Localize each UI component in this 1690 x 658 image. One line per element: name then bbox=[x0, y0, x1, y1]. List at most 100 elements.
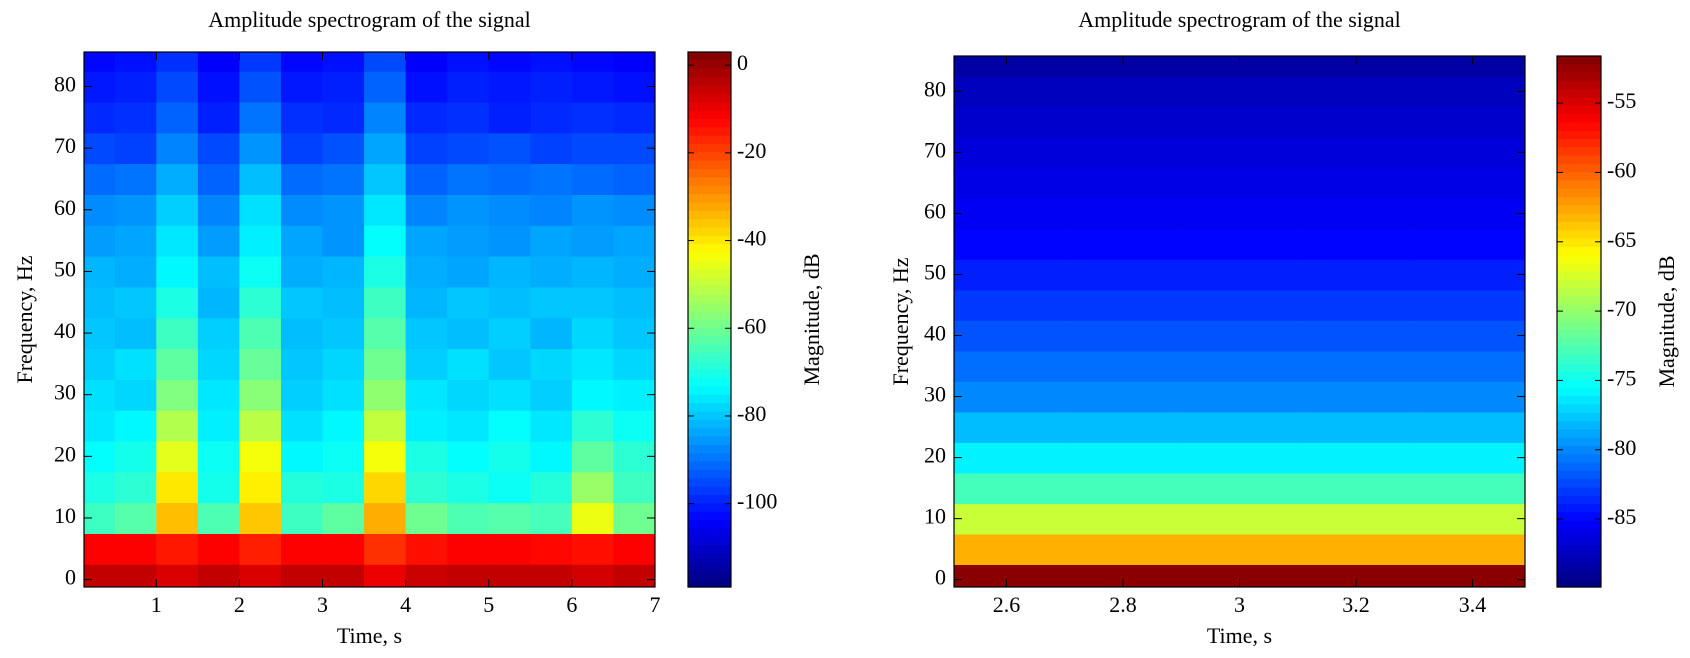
x-tick-label: 3.4 bbox=[1459, 592, 1487, 617]
heatmap-cell bbox=[280, 132, 324, 165]
heatmap-cell bbox=[84, 256, 116, 288]
heatmap-cell bbox=[954, 56, 1066, 77]
heatmap-cell bbox=[197, 379, 241, 411]
heatmap-cell bbox=[571, 71, 615, 103]
heatmap-cell bbox=[1297, 106, 1415, 138]
heatmap-cell bbox=[447, 225, 490, 257]
heatmap-cell bbox=[364, 163, 407, 195]
colorbar-swatch bbox=[688, 469, 731, 479]
axes-frame bbox=[83, 51, 656, 588]
heatmap-cell bbox=[447, 410, 490, 442]
heatmap-cell bbox=[156, 410, 199, 442]
colorbar-swatch bbox=[1557, 329, 1601, 339]
heatmap-cell bbox=[280, 471, 324, 504]
x-tick-label: 7 bbox=[650, 592, 661, 617]
x-tick-label: 6 bbox=[566, 592, 577, 617]
heatmap-cell bbox=[84, 132, 116, 165]
heatmap-cell bbox=[530, 286, 573, 319]
heatmap-cell bbox=[239, 132, 282, 165]
heatmap-cell bbox=[1414, 167, 1525, 199]
colorbar-swatch bbox=[1557, 263, 1601, 273]
heatmap-cell bbox=[488, 348, 531, 380]
heatmap-cell bbox=[405, 101, 448, 134]
heatmap-cell bbox=[156, 471, 199, 504]
heatmap-cell bbox=[613, 471, 655, 504]
heatmap-cell bbox=[280, 71, 324, 103]
heatmap-cell bbox=[364, 317, 407, 350]
heatmap-cell bbox=[322, 502, 365, 534]
heatmap-cell bbox=[954, 320, 1066, 352]
colorbar-swatch bbox=[688, 202, 731, 212]
heatmap-cell bbox=[1297, 56, 1415, 77]
colorbar-swatch bbox=[688, 127, 731, 137]
heatmap-cell bbox=[322, 52, 365, 72]
colorbar-swatch bbox=[688, 511, 731, 521]
heatmap-cell bbox=[1414, 411, 1525, 443]
heatmap-cell bbox=[114, 440, 157, 473]
heatmap-cell bbox=[322, 132, 365, 165]
colorbar-tick-label: -60 bbox=[1607, 158, 1636, 183]
heatmap-cell bbox=[280, 533, 324, 565]
heatmap-cell bbox=[84, 163, 116, 195]
y-tick-label: 20 bbox=[924, 443, 946, 468]
colorbar-swatch bbox=[688, 68, 731, 78]
heatmap-cell bbox=[197, 471, 241, 504]
heatmap-cell bbox=[1414, 137, 1525, 169]
heatmap-cell bbox=[364, 348, 407, 380]
heatmap-cell bbox=[239, 379, 282, 411]
heatmap-cell bbox=[405, 132, 448, 165]
heatmap-cell bbox=[571, 194, 615, 226]
heatmap-cell bbox=[1064, 198, 1182, 230]
heatmap-cell bbox=[1181, 503, 1299, 535]
heatmap-cell bbox=[530, 564, 573, 587]
y-tick-label: 60 bbox=[924, 199, 946, 224]
heatmap-cell bbox=[447, 440, 490, 473]
colorbar-swatch bbox=[1557, 163, 1601, 173]
colorbar-swatch bbox=[1557, 155, 1601, 165]
heatmap-cell bbox=[156, 440, 199, 473]
heatmap-cell bbox=[197, 440, 241, 473]
colorbar-swatch bbox=[688, 419, 731, 429]
colorbar-swatch bbox=[688, 403, 731, 413]
heatmap-cell bbox=[197, 564, 241, 587]
heatmap-cell bbox=[1064, 289, 1182, 321]
heatmap-cell bbox=[405, 410, 448, 442]
heatmap-cell bbox=[364, 502, 407, 534]
colorbar-swatch bbox=[688, 344, 731, 354]
colorbar-swatch bbox=[688, 194, 731, 204]
heatmap-cell bbox=[1181, 442, 1299, 474]
colorbar-swatch bbox=[688, 453, 731, 463]
heatmap-cell bbox=[530, 163, 573, 195]
heatmap-cell bbox=[1414, 56, 1525, 77]
heatmap-cell bbox=[1297, 228, 1415, 260]
heatmap-cell bbox=[954, 442, 1066, 474]
colorbar-swatch bbox=[1557, 296, 1601, 306]
heatmap-cell bbox=[954, 76, 1066, 108]
heatmap-cell bbox=[1064, 564, 1182, 587]
heatmap-cell bbox=[197, 410, 241, 442]
heatmap-cell bbox=[447, 52, 490, 72]
colorbar-swatch bbox=[688, 378, 731, 387]
heatmap-cell bbox=[447, 471, 490, 504]
colorbar-swatch bbox=[1557, 371, 1601, 381]
colorbar-swatch bbox=[688, 327, 731, 337]
heatmap-cell bbox=[1414, 320, 1525, 352]
heatmap-cell bbox=[488, 471, 531, 504]
heatmap-cell bbox=[488, 71, 531, 103]
heatmap-cell bbox=[364, 256, 407, 288]
heatmap-cell bbox=[322, 410, 365, 442]
heatmap-cell bbox=[954, 564, 1066, 587]
heatmap-cell bbox=[197, 194, 241, 226]
heatmap-cell bbox=[84, 379, 116, 411]
x-axis-label: Time, s bbox=[1207, 623, 1272, 648]
heatmap-cell bbox=[114, 163, 157, 195]
colorbar-swatch bbox=[1557, 188, 1601, 198]
heatmap-cell bbox=[571, 502, 615, 534]
heatmap-cell bbox=[488, 132, 531, 165]
colorbar-swatch bbox=[688, 177, 731, 187]
y-tick-label: 10 bbox=[54, 503, 76, 528]
colorbar-swatch bbox=[1557, 470, 1601, 480]
heatmap-cell bbox=[197, 533, 241, 565]
heatmap-cell bbox=[405, 286, 448, 319]
heatmap-cell bbox=[1297, 564, 1415, 587]
